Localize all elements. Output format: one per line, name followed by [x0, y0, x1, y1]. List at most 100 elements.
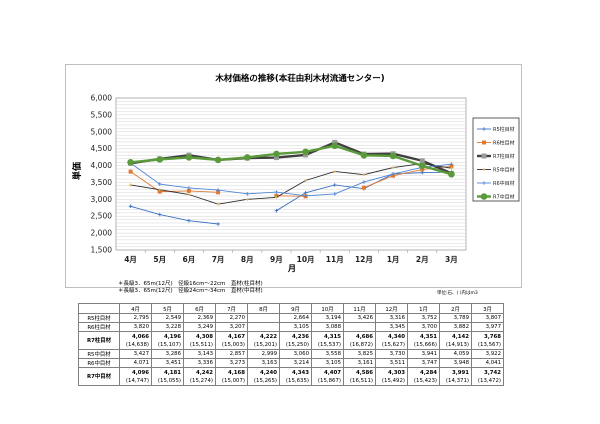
column-header: 2月	[439, 303, 472, 314]
data-point	[332, 183, 337, 187]
table-cell: 2,857	[215, 349, 248, 359]
x-tick-label: 11月	[326, 255, 344, 264]
legend-marker	[482, 127, 486, 131]
data-point	[420, 167, 425, 172]
table-cell: 4,071	[119, 358, 152, 368]
table-cell: 3,060	[279, 349, 312, 359]
row-label: R6柱目材	[78, 322, 120, 332]
table-cell: 3,143	[183, 349, 216, 359]
legend-marker	[480, 193, 488, 200]
table-cell	[247, 313, 280, 323]
column-header: 3月	[471, 303, 504, 314]
data-point	[216, 190, 221, 195]
x-tick-label: 2月	[416, 255, 429, 264]
cell-subvalue: (15,627)	[381, 341, 405, 348]
data-point	[157, 212, 162, 217]
data-point	[303, 193, 308, 198]
column-header: 7月	[215, 303, 248, 314]
y-tick-label: 4,500	[91, 144, 113, 153]
data-point	[127, 159, 134, 166]
cell-value: 4,308	[195, 333, 213, 340]
cell-subvalue: (15,201)	[253, 341, 277, 348]
table-cell: 4,142 (14,913)	[439, 331, 472, 350]
data-point	[362, 180, 366, 184]
legend-label: R6中目材	[493, 180, 515, 187]
data-point	[389, 152, 397, 160]
data-point	[185, 154, 193, 161]
data-point	[331, 142, 339, 150]
cell-subvalue: (14,747)	[125, 377, 149, 384]
table-cell: 4,041	[471, 358, 504, 368]
cell-value: 4,222	[259, 333, 277, 340]
legend-label: R7中目材	[493, 194, 515, 201]
data-point	[273, 150, 280, 158]
column-header: 5月	[151, 303, 184, 314]
y-tick-label: 2,500	[91, 212, 113, 221]
data-point	[129, 183, 133, 187]
table-cell: 4,059	[439, 349, 472, 359]
cell-subvalue: (15,423)	[413, 377, 437, 384]
row-label: R5柱目材	[78, 313, 120, 323]
cell-value: 4,340	[387, 333, 405, 340]
table-cell: 3,820	[119, 322, 152, 332]
series-line-R5柱目材	[130, 205, 219, 225]
cell-subvalue: (14,638)	[125, 341, 149, 348]
table-cell: 3,286	[151, 349, 184, 359]
table-row: R7中目材 4,096 (14,747) 4,181 (15,055) 4,242 (15,…	[78, 367, 504, 386]
line-chart: 1,500 2,000 2,500 3,000 3,500 4,000 4,500 5,000…	[71, 94, 520, 273]
data-point	[391, 172, 395, 176]
table-cell: 2,664	[279, 313, 312, 323]
table-cell: 3,336	[183, 358, 216, 368]
table-cell: 2,795	[119, 313, 152, 323]
chart-title: 木材価格の推移(本荘由利木材流通センター)	[215, 74, 385, 84]
table-cell: 4,181 (15,055)	[151, 367, 184, 386]
table-cell: 3,941	[407, 349, 440, 359]
y-tick-label: 3,000	[91, 195, 113, 204]
data-point	[187, 218, 191, 223]
cell-value: 4,315	[323, 333, 341, 340]
cell-subvalue: (15,867)	[317, 377, 341, 384]
note-line: ＊長級3．65m(12尺) 径級24cm～34cm 直材(中目材)	[118, 288, 263, 294]
cell-subvalue: (15,492)	[381, 377, 405, 384]
cell-value: 4,242	[195, 369, 213, 376]
x-tick-label: 10月	[297, 255, 315, 264]
cell-subvalue: (15,274)	[189, 377, 213, 384]
cell-subvalue: (14,371)	[445, 377, 469, 384]
data-point	[273, 155, 279, 161]
data-point	[245, 192, 250, 196]
data-point	[245, 197, 249, 201]
y-tick-label: 5,500	[91, 110, 113, 119]
table-cell: 3,451	[151, 358, 184, 368]
table-row: R5中目材 3,427 3,286 3,143 2,857 2,999 3,060 3,558…	[78, 349, 504, 359]
cell-subvalue: (15,055)	[157, 377, 181, 384]
cell-value: 4,142	[451, 333, 469, 340]
cell-value: 3,768	[483, 333, 501, 340]
series-line-R6柱目材	[276, 195, 306, 197]
legend-marker	[482, 140, 486, 145]
table-cell: 4,308 (15,511)	[183, 331, 216, 350]
data-point	[274, 195, 278, 199]
legend-label: R5中目材	[493, 167, 515, 174]
table-cell: 3,977	[471, 322, 504, 332]
table-cell: 3,345	[375, 322, 408, 332]
table-cell: 4,351 (15,666)	[407, 331, 440, 350]
table-cell: 3,825	[343, 349, 376, 359]
legend-marker	[482, 168, 486, 171]
table-cell: 3,700	[407, 322, 440, 332]
table-cell: 3,161	[343, 358, 376, 368]
table-cell: 4,407 (15,867)	[311, 367, 344, 386]
row-label: R5中目材	[78, 349, 120, 359]
series-line-R7柱目材	[130, 141, 452, 175]
table-row: R7柱目材 4,066 (14,638) 4,196 (15,107) 4,308 (15,…	[78, 331, 504, 350]
cell-value: 4,407	[323, 369, 341, 376]
row-label: R7柱目材	[78, 331, 120, 350]
table-cell: 3,948	[439, 358, 472, 368]
y-tick-label: 1,500	[91, 246, 113, 255]
x-tick-label: 8月	[241, 255, 254, 264]
data-point	[216, 222, 220, 226]
table-row: R6柱目材 3,820 3,228 3,249 3,207 3,105 3,088 3,345…	[78, 322, 504, 332]
data-point	[449, 162, 454, 166]
x-tick-label: 4月	[124, 255, 137, 264]
x-tick-label: 12月	[355, 255, 373, 264]
data-point	[333, 169, 337, 173]
